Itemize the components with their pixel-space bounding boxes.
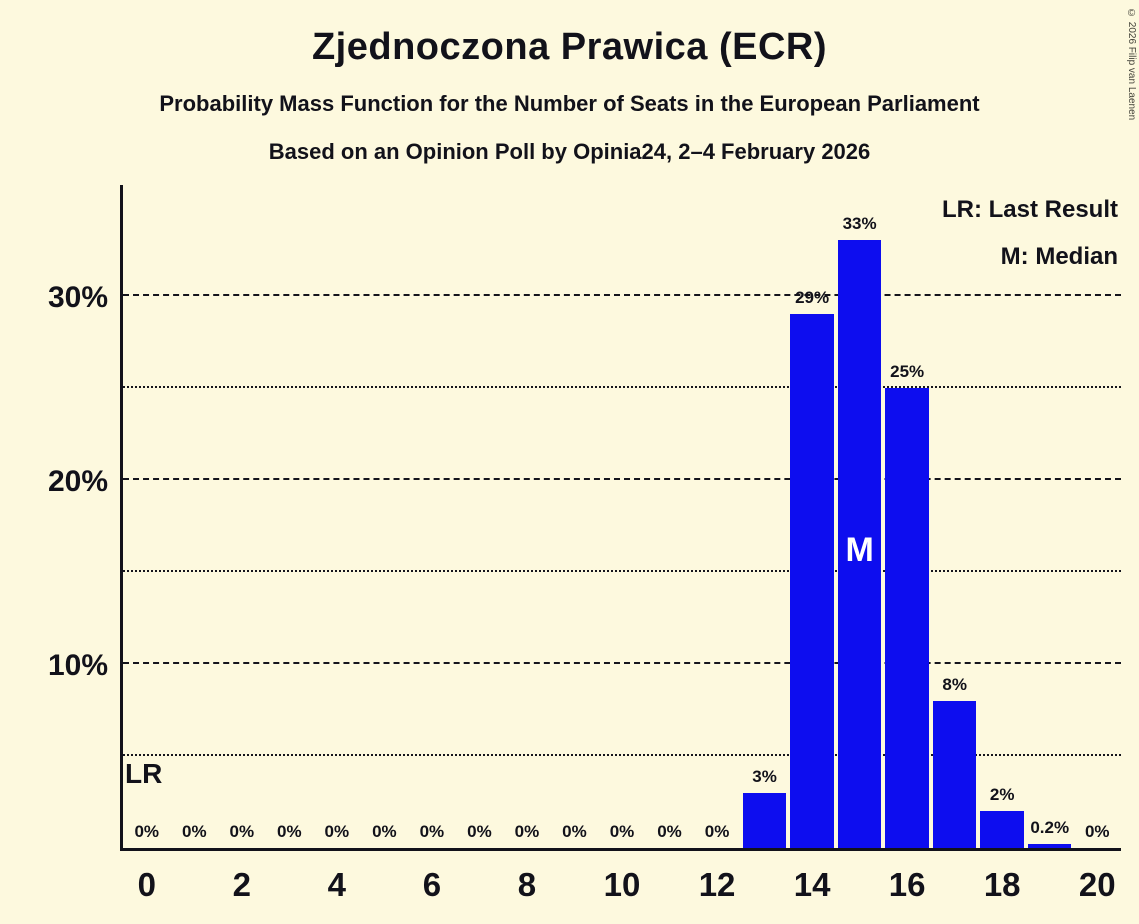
bar-seat-13 [742,792,787,848]
bar-value-label-seat-12: 0% [704,822,730,841]
bar-value-label-seat-4: 0% [324,822,350,841]
bar-value-label-seat-8: 0% [514,822,540,841]
x-axis-label-12: 12 [698,866,736,903]
x-axis-label-10: 10 [603,866,641,903]
legend: LR: Last Result M: Median [942,186,1118,280]
bar-value-label-seat-10: 0% [609,822,635,841]
x-axis-label-14: 14 [793,866,831,903]
last-result-marker: LR [125,758,163,789]
bar-value-label-seat-15: 33% [842,214,877,234]
x-axis-label-18: 18 [983,866,1021,903]
gridline-30pct [123,293,1121,296]
bar-seat-18 [980,811,1024,848]
gridline-15pct [123,569,1121,572]
bar-value-label-seat-20: 0% [1084,822,1110,841]
y-axis-label-30: 30% [47,280,108,314]
bar-value-label-seat-6: 0% [419,822,445,841]
chart-title: Zjednoczona Prawica (ECR) [311,26,828,68]
x-axis-label-16: 16 [888,866,926,903]
bar-seat-14 [790,313,834,848]
gridline-20pct [123,477,1121,480]
bar-seat-16 [885,387,929,848]
gridline-5pct [123,753,1121,756]
bar-seat-19 [1027,844,1072,848]
median-marker: M [845,531,874,569]
bar-value-label-seat-17: 8% [942,674,967,694]
gridline-10pct [123,661,1121,664]
bar-value-label-seat-16: 25% [890,361,925,381]
y-axis-label-20: 20% [47,464,108,498]
chart-poll-source: Based on an Opinion Poll by Opinia24, 2–… [268,139,871,164]
x-axis-label-6: 6 [422,866,442,903]
x-axis-label-0: 0 [137,866,156,903]
bar-seat-15 [837,240,882,848]
x-axis-label-20: 20 [1078,866,1116,903]
bar-seat-17 [932,700,977,848]
bar-value-label-seat-9: 0% [562,822,587,841]
x-axis-label-4: 4 [327,866,347,903]
bar-value-label-seat-3: 0% [277,822,302,841]
bar-value-label-seat-0: 0% [134,822,160,841]
chart-subtitle: Probability Mass Function for the Number… [159,91,980,116]
x-axis-label-8: 8 [517,866,537,903]
bar-value-label-seat-19: 0.2% [1030,818,1070,838]
bar-value-label-seat-14: 29% [795,287,830,307]
bar-value-label-seat-7: 0% [467,822,492,841]
legend-median: M: Median [1000,243,1118,270]
bar-value-label-seat-18: 2% [989,785,1015,805]
bar-value-label-seat-5: 0% [372,822,397,841]
bar-value-label-seat-13: 3% [752,766,777,786]
legend-last-result: LR: Last Result [941,196,1118,223]
bar-value-label-seat-2: 0% [229,822,255,841]
y-axis-label-10: 10% [47,648,108,682]
gridline-25pct [123,385,1121,388]
copyright-note: © 2026 Filip van Laenen [1126,8,1137,121]
plot-area: 10% 20% 30% 0% 0% 0% 0% 0% 0% 0% 0% 0% 0% 0% 0% 0% 3% 29%… [48,185,1121,903]
bar-value-label-seat-11: 0% [657,822,682,841]
x-axis-label-2: 2 [232,866,251,903]
bar-value-label-seat-1: 0% [181,822,207,841]
